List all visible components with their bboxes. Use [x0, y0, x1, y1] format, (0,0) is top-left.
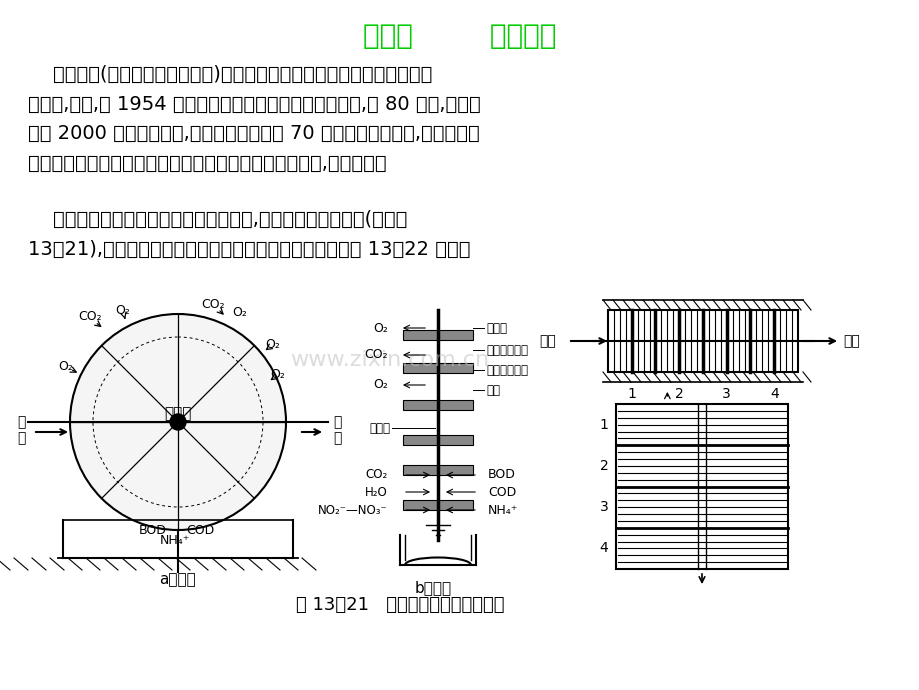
Text: 流入: 流入: [539, 334, 555, 348]
Bar: [607, 310, 797, 372]
Text: 3: 3: [599, 500, 607, 514]
Text: CO₂: CO₂: [364, 348, 388, 362]
Text: 生物膜: 生物膜: [165, 406, 191, 422]
Text: 液膜: 液膜: [485, 384, 499, 397]
Text: 1: 1: [599, 417, 607, 432]
Text: 圆板体: 圆板体: [485, 322, 506, 335]
Bar: [403, 400, 472, 410]
Bar: [403, 363, 472, 373]
Text: 3: 3: [721, 387, 731, 401]
Text: CO₂: CO₂: [201, 297, 224, 310]
Text: BOD: BOD: [139, 524, 166, 537]
Bar: [403, 500, 472, 510]
Text: NH₄⁺: NH₄⁺: [487, 504, 517, 517]
Text: O₂: O₂: [59, 360, 74, 373]
Text: 流
出: 流 出: [333, 415, 341, 445]
Text: a．侧面: a．侧面: [160, 573, 196, 587]
Text: NO₂⁻—NO₃⁻: NO₂⁻—NO₃⁻: [318, 504, 388, 517]
Text: BOD: BOD: [487, 469, 516, 482]
Text: 第五节        生物转盘: 第五节 生物转盘: [363, 22, 556, 50]
Text: CO₂: CO₂: [78, 310, 102, 324]
Text: 生物转盘去除废水中有机污染物的机理,与生物滤池基本相同(参见图
13－21),但构造形式与生物滤池很不相同。其基本流程如图 13－22 所示。: 生物转盘去除废水中有机污染物的机理,与生物滤池基本相同(参见图 13－21),但…: [28, 210, 470, 259]
Bar: [403, 330, 472, 340]
Text: O₂: O₂: [270, 368, 285, 380]
Text: 4: 4: [769, 387, 777, 401]
Text: 4: 4: [599, 542, 607, 555]
Text: 厌气性生物膜: 厌气性生物膜: [485, 344, 528, 357]
Bar: [403, 435, 472, 445]
Circle shape: [70, 314, 286, 530]
Circle shape: [170, 414, 186, 430]
Text: O₂: O₂: [116, 304, 130, 317]
Text: 1: 1: [627, 387, 636, 401]
Text: COD: COD: [487, 486, 516, 498]
Text: 好气性生物膜: 好气性生物膜: [485, 364, 528, 377]
Text: O₂: O₂: [373, 379, 388, 391]
Bar: [403, 465, 472, 475]
Text: 2: 2: [675, 387, 683, 401]
Text: NH₄⁺: NH₄⁺: [160, 535, 190, 547]
Text: O₂: O₂: [266, 337, 280, 351]
Text: O₂: O₂: [373, 322, 388, 335]
Bar: [616, 404, 788, 569]
Text: H₂O: H₂O: [365, 486, 388, 498]
Text: www.zixin.com.cn: www.zixin.com.cn: [290, 350, 489, 370]
Text: 2: 2: [599, 459, 607, 473]
Text: 生物转盘(又名转盘式生物滤池)是一种生物膜法处理设备。由于它具有很
多优点,因此,自 1954 年德国建立第一座生物转盘污水厂后,到 80 年代,欧洲已
建成 : 生物转盘(又名转盘式生物滤池)是一种生物膜法处理设备。由于它具有很 多优点,因此…: [28, 65, 481, 172]
Text: 流
入: 流 入: [17, 415, 25, 445]
Text: 中心轴: 中心轴: [369, 422, 390, 435]
Text: 图 13－21   生物转盘工作情况示意图: 图 13－21 生物转盘工作情况示意图: [295, 596, 504, 614]
Text: CO₂: CO₂: [366, 469, 388, 482]
Text: COD: COD: [186, 524, 214, 537]
Text: O₂: O₂: [233, 306, 247, 319]
Text: b．断面: b．断面: [414, 580, 451, 595]
Text: 流出: 流出: [842, 334, 859, 348]
